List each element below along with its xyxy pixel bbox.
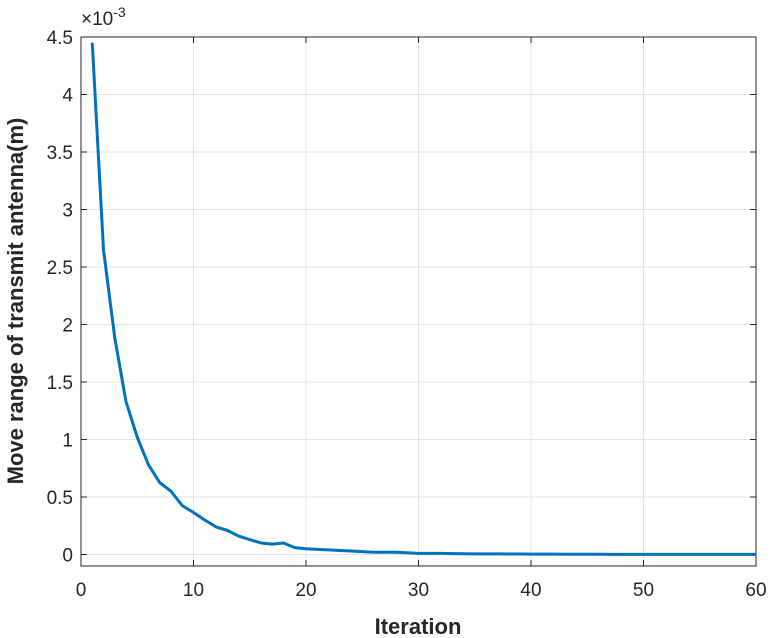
y-exponent-power: -3: [113, 4, 126, 20]
x-tick-label: 30: [408, 580, 429, 601]
y-tick-label: 0: [62, 546, 73, 567]
x-tick-label: 60: [745, 580, 766, 601]
y-tick-label: 4.5: [47, 28, 73, 49]
y-tick-label: 2: [62, 316, 73, 337]
y-exponent-base: ×10: [81, 9, 113, 30]
x-tick-label: 50: [633, 580, 654, 601]
y-tick-label: 3.5: [47, 143, 73, 164]
x-tick-label: 20: [295, 580, 316, 601]
data-line: [90, 42, 756, 556]
y-tick-label: 0.5: [47, 488, 73, 509]
y-tick-label: 2.5: [47, 258, 73, 279]
x-tick-label: 0: [76, 580, 87, 601]
x-tick-label: 10: [183, 580, 204, 601]
y-tick-label: 3: [62, 201, 73, 222]
y-tick-label: 1.5: [47, 373, 73, 394]
y-exponent: ×10-3: [81, 4, 126, 30]
y-tick-label: 1: [62, 431, 73, 452]
axes-box: [80, 36, 757, 567]
x-axis-label: Iteration: [375, 614, 462, 638]
x-tick-label: 40: [520, 580, 541, 601]
y-axis-label: Move range of transmit antenna(m): [3, 118, 28, 485]
y-tick-label: 4: [62, 86, 73, 107]
